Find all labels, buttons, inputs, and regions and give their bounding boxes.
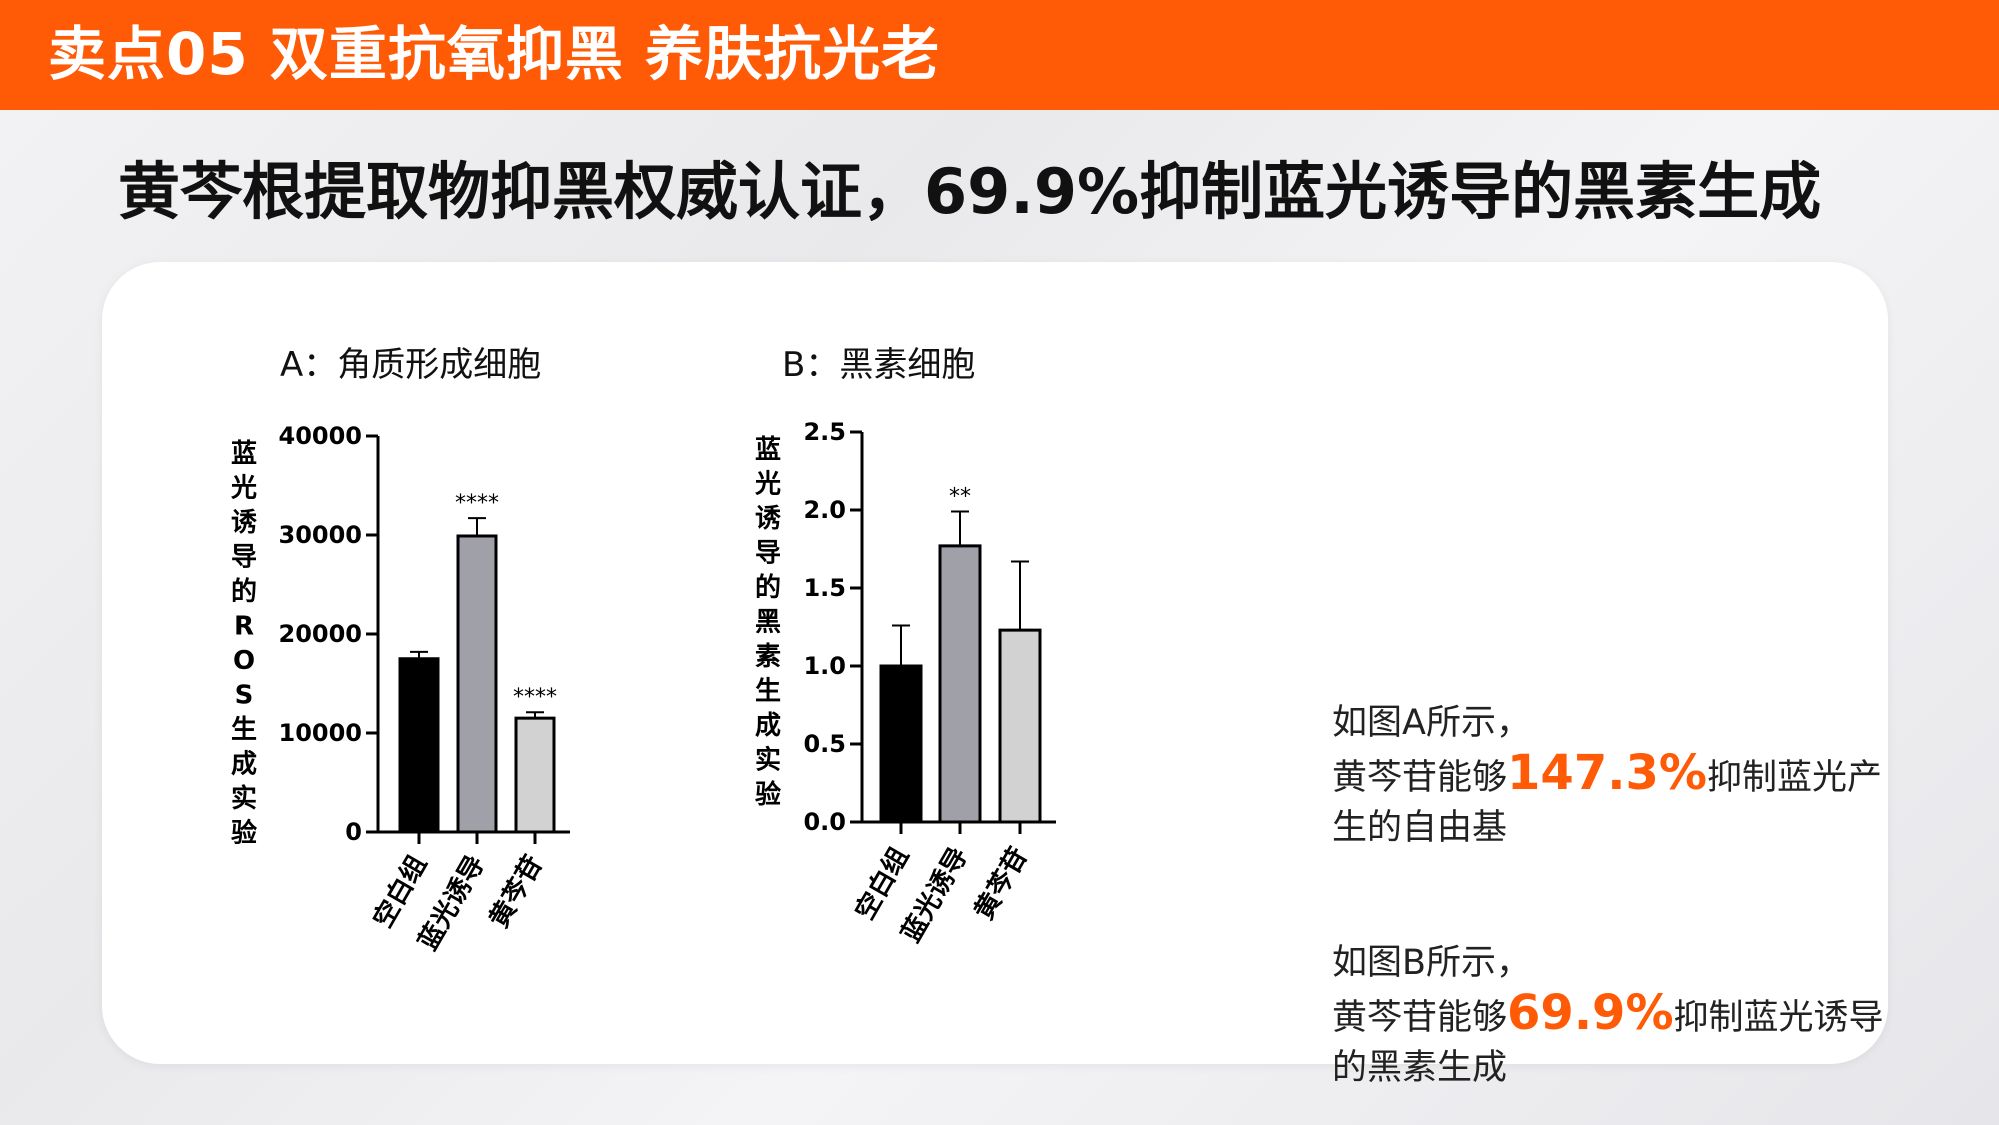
bar-黄芩苷 <box>514 716 556 834</box>
description-a-body: 黄芩苷能够147.3%抑制蓝光产生的自由基 <box>1332 748 1892 853</box>
category-label: 空白组 <box>367 850 433 933</box>
y-tick-label: 30000 <box>279 521 363 549</box>
y-tick-label: 1.5 <box>803 574 846 602</box>
y-axis-label: 蓝光诱导的 R O S 生成实验 <box>230 439 257 849</box>
y-tick-label: 2.5 <box>803 418 846 446</box>
category-label: 黄芩苷 <box>969 843 1034 926</box>
description-b-post: 抑制蓝光诱导的黑素生成 <box>1332 998 1884 1088</box>
description-a: 如图A所示， 黄芩苷能够147.3%抑制蓝光产生的自由基 <box>1332 698 1892 853</box>
bar-空白组 <box>879 664 923 824</box>
y-tick-label: 20000 <box>279 620 363 648</box>
significance-label: **** <box>455 491 499 516</box>
significance-label: **** <box>513 685 557 710</box>
category-label: 黄芩苷 <box>484 851 549 934</box>
chart-title: A：角质形成细胞 <box>280 345 541 385</box>
description-a-line1: 如图A所示， <box>1332 703 1531 743</box>
header-bar: 卖点05 双重抗氧抑黑 养肤抗光老 <box>0 0 1999 110</box>
description-b-highlight: 69.9% <box>1507 985 1674 1041</box>
bar-蓝光诱导 <box>456 534 498 834</box>
y-tick-label: 2.0 <box>803 496 846 524</box>
significance-label: ** <box>949 485 971 510</box>
category-label: 空白组 <box>849 842 915 925</box>
content-card: A：角质形成细胞蓝光诱导的 R O S 生成实验 0 10000 20000 30000 4000… <box>102 262 1888 1088</box>
header-title: 卖点05 双重抗氧抑黑 养肤抗光老 <box>48 20 941 88</box>
bar-黄芩苷 <box>998 628 1042 824</box>
description-b-line1: 如图B所示， <box>1332 943 1532 983</box>
description-a-pre: 黄芩苷能够 <box>1332 758 1508 798</box>
y-tick-label: 0.0 <box>803 808 846 836</box>
y-axis-label: 蓝光诱导的黑素生成实验 <box>754 435 781 810</box>
y-tick-label: 0.5 <box>803 730 846 758</box>
y-tick-label: 0 <box>345 818 362 846</box>
y-tick-label: 40000 <box>279 422 363 450</box>
description-b-pre: 黄芩苷能够 <box>1332 998 1508 1038</box>
description-a-highlight: 147.3% <box>1507 745 1707 801</box>
description-b: 如图B所示， 黄芩苷能够69.9%抑制蓝光诱导的黑素生成 <box>1332 938 1892 1093</box>
bar-蓝光诱导 <box>938 544 982 824</box>
bar-空白组 <box>398 657 440 834</box>
y-tick-label: 10000 <box>279 719 363 747</box>
chart-title: B：黑素细胞 <box>782 345 975 385</box>
description-b-body: 黄芩苷能够69.9%抑制蓝光诱导的黑素生成 <box>1332 988 1892 1093</box>
description-a-post: 抑制蓝光产生的自由基 <box>1332 758 1882 848</box>
y-tick-label: 1.0 <box>803 652 846 680</box>
headline: 黄芩根提取物抑黑权威认证，69.9%抑制蓝光诱导的黑素生成 <box>118 155 1822 228</box>
